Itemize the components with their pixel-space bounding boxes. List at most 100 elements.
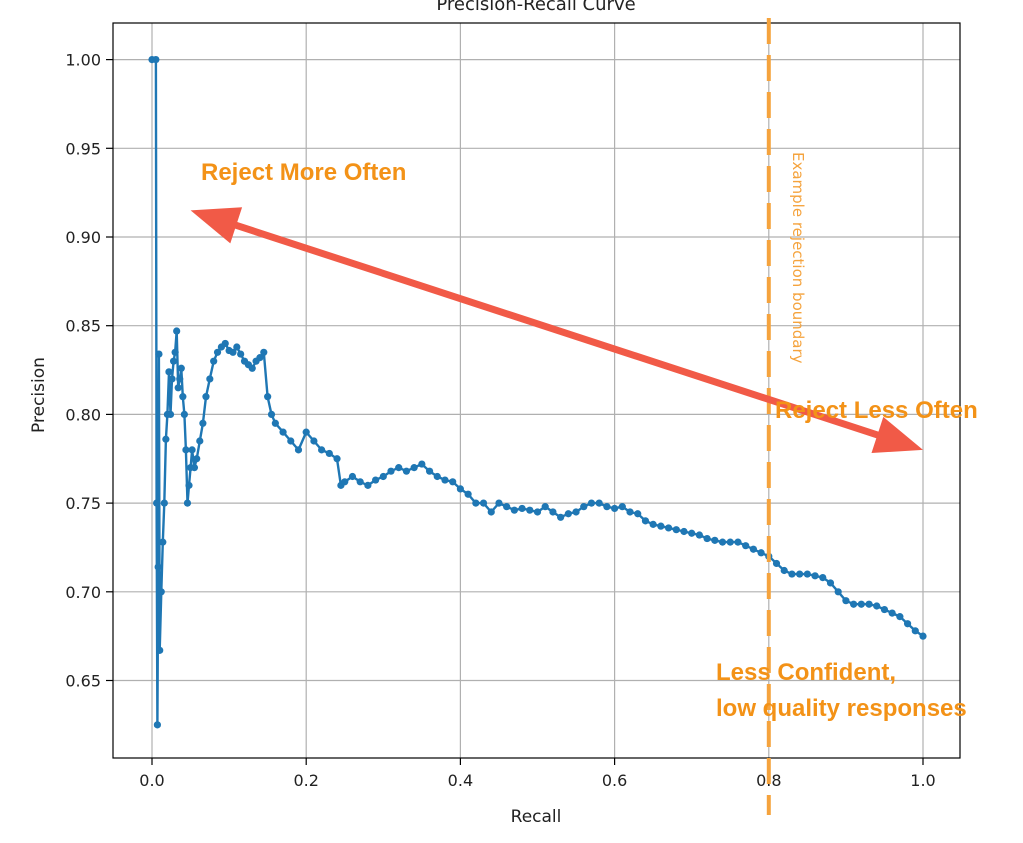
- data-point: [152, 56, 160, 64]
- data-point: [160, 499, 168, 507]
- data-point: [210, 357, 218, 365]
- data-point: [564, 510, 572, 518]
- data-point: [260, 348, 268, 356]
- data-point: [165, 368, 173, 376]
- data-point: [688, 529, 696, 537]
- data-point: [402, 467, 411, 475]
- data-point: [850, 600, 858, 608]
- data-point: [169, 357, 178, 365]
- data-point: [159, 538, 167, 546]
- data-point: [387, 467, 395, 475]
- data-point: [603, 503, 611, 511]
- data-point: [264, 393, 272, 401]
- data-point: [757, 549, 765, 557]
- reject-less-often-label: Reject Less Often: [775, 397, 978, 424]
- data-point: [156, 646, 164, 654]
- data-point: [456, 485, 464, 493]
- y-tick-label: 0.95: [65, 139, 101, 158]
- data-point: [176, 375, 184, 383]
- data-point: [487, 508, 495, 516]
- data-point: [179, 393, 187, 401]
- arrow-shaft: [231, 220, 883, 440]
- data-point: [911, 627, 919, 635]
- data-point: [780, 566, 788, 575]
- data-point: [168, 375, 176, 383]
- reject-more-often-label: Reject More Often: [201, 159, 406, 186]
- arrow-head-end: [871, 416, 923, 453]
- low-quality-responses-label: low quality responses: [716, 695, 967, 722]
- data-point: [433, 472, 441, 481]
- data-point: [664, 524, 673, 532]
- data-point: [188, 446, 196, 454]
- x-tick-label: 0.4: [448, 771, 473, 790]
- data-point: [154, 563, 162, 571]
- less-confident-label: Less Confident,: [716, 659, 896, 686]
- data-point: [796, 570, 804, 578]
- data-point: [271, 419, 279, 427]
- x-axis-ticks: 0.00.20.40.60.81.0: [139, 758, 936, 790]
- data-point: [557, 513, 565, 521]
- data-point: [441, 476, 449, 484]
- x-tick-label: 0.6: [602, 771, 627, 790]
- data-point: [379, 472, 387, 481]
- data-point: [356, 478, 364, 486]
- data-point: [287, 437, 295, 445]
- y-tick-label: 1.00: [65, 51, 101, 70]
- data-point: [229, 348, 237, 356]
- data-point: [649, 520, 657, 528]
- data-point: [595, 499, 603, 507]
- data-point: [302, 428, 310, 436]
- data-point: [166, 410, 175, 418]
- x-axis-label: Recall: [511, 807, 562, 827]
- data-point: [174, 384, 182, 392]
- x-tick-label: 0.2: [293, 771, 318, 790]
- data-point: [919, 632, 927, 640]
- y-tick-label: 0.85: [65, 317, 101, 336]
- data-point: [695, 531, 704, 539]
- data-point: [371, 476, 380, 484]
- data-point: [873, 602, 881, 610]
- data-point: [162, 435, 170, 443]
- data-point: [865, 600, 873, 608]
- data-point: [153, 721, 161, 729]
- x-tick-label: 1.0: [910, 771, 935, 790]
- data-point: [680, 527, 688, 536]
- data-point: [541, 503, 549, 511]
- data-point: [903, 620, 912, 628]
- data-point: [464, 490, 472, 498]
- data-point: [237, 350, 245, 358]
- data-point: [518, 504, 526, 513]
- data-point: [857, 600, 865, 608]
- data-point: [333, 455, 341, 463]
- data-point: [193, 455, 201, 463]
- data-point: [742, 542, 750, 550]
- data-point: [472, 499, 480, 507]
- data-point: [153, 499, 161, 507]
- series-line: [152, 58, 924, 727]
- data-point: [811, 572, 819, 580]
- data-point: [510, 506, 518, 514]
- data-point: [533, 508, 542, 516]
- data-point: [418, 460, 426, 468]
- data-point: [190, 464, 199, 472]
- data-point: [248, 364, 256, 372]
- data-point: [206, 375, 214, 383]
- data-point: [449, 478, 457, 486]
- data-point: [410, 464, 418, 472]
- data-point: [526, 506, 534, 514]
- data-point: [196, 437, 204, 445]
- data-point: [842, 597, 850, 605]
- x-tick-label: 0.0: [139, 771, 164, 790]
- data-point: [611, 504, 619, 513]
- series-layer: [148, 56, 927, 729]
- data-point: [155, 350, 163, 358]
- data-point: [177, 364, 185, 372]
- data-point: [803, 570, 811, 578]
- y-tick-label: 0.80: [65, 405, 101, 424]
- data-point: [395, 464, 403, 472]
- data-point: [634, 510, 642, 518]
- data-point: [896, 613, 904, 621]
- chart-title: Precision-Recall Curve: [436, 0, 635, 15]
